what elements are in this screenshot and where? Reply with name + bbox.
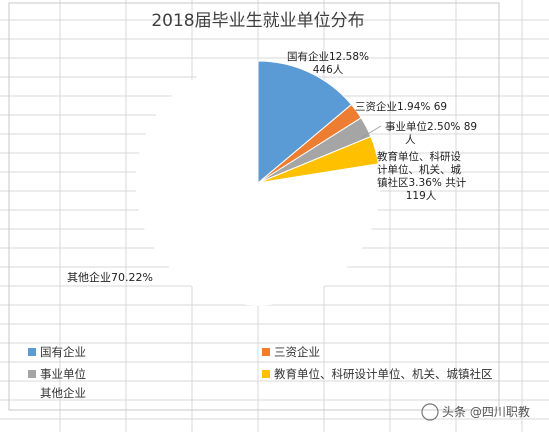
pie-slices xyxy=(135,60,381,306)
camera-icon xyxy=(421,403,439,421)
chart-title: 2018届毕业生就业单位分布 xyxy=(151,11,364,31)
watermark: 头条 @四川职教 xyxy=(421,403,530,421)
legend-swatch-foreign-funded xyxy=(262,348,270,356)
data-label-education-research-gov: 教育单位、科研设计单位、机关、城镇社区3.36% 共计 119人 xyxy=(377,150,467,202)
data-label-other: 其他企业70.22% xyxy=(67,270,153,284)
data-label-state-owned: 国有企业12.58% 446人 xyxy=(287,50,369,76)
pie-slice-state-owned xyxy=(257,60,353,185)
watermark-text: 头条 @四川职教 xyxy=(442,404,530,419)
legend-swatch-education-research-gov xyxy=(262,370,270,378)
legend-label-other: 其他企业 xyxy=(40,386,86,400)
legend-swatch-public-institution xyxy=(28,370,36,378)
data-label-public-institution: 事业单位2.50% 89 人 xyxy=(385,120,477,146)
data-label-foreign-funded: 三资企业1.94% 69 xyxy=(355,100,447,113)
pie-slice-other xyxy=(135,60,381,306)
legend-label-foreign-funded: 三资企业 xyxy=(274,345,320,359)
legend-swatch-state-owned xyxy=(28,348,36,356)
legend-label-education-research-gov: 教育单位、科研设计单位、机关、城镇社区 xyxy=(274,367,493,381)
legend-label-state-owned: 国有企业 xyxy=(40,345,86,359)
leader-line xyxy=(360,125,382,139)
legend-label-public-institution: 事业单位 xyxy=(40,367,86,381)
chart-area-frame xyxy=(8,2,500,411)
